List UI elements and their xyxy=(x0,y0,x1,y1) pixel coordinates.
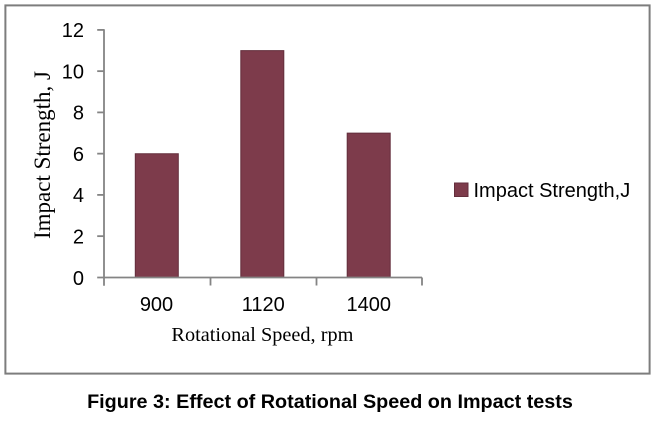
svg-text:Impact Strength,J: Impact Strength,J xyxy=(474,180,631,202)
svg-text:900: 900 xyxy=(140,294,173,316)
svg-text:Figure 3: Effect of Rotational: Figure 3: Effect of Rotational Speed on … xyxy=(87,391,573,413)
svg-text:4: 4 xyxy=(73,185,84,207)
svg-text:6: 6 xyxy=(73,144,84,166)
svg-text:10: 10 xyxy=(62,62,84,84)
svg-text:Impact Strength, J: Impact Strength, J xyxy=(30,71,55,239)
svg-text:Rotational Speed, rpm: Rotational Speed, rpm xyxy=(171,324,353,346)
svg-text:8: 8 xyxy=(73,103,84,125)
svg-text:1400: 1400 xyxy=(347,294,392,316)
svg-text:2: 2 xyxy=(73,227,84,249)
svg-text:12: 12 xyxy=(62,20,84,42)
svg-text:1120: 1120 xyxy=(242,294,285,316)
svg-text:0: 0 xyxy=(73,268,84,290)
